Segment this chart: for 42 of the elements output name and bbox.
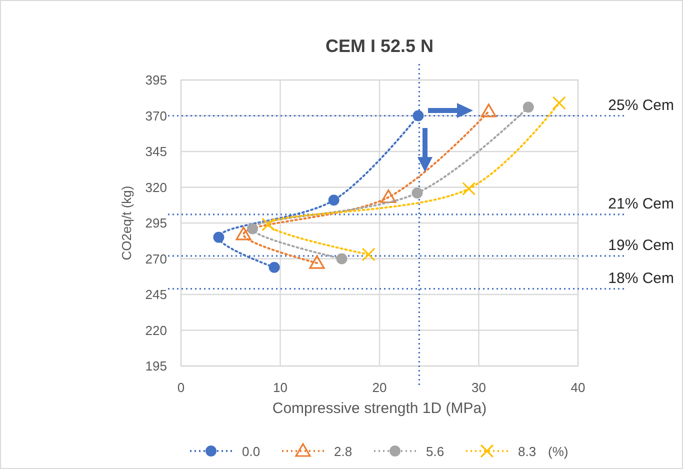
point: [412, 187, 423, 198]
x-tick-label: 10: [273, 380, 288, 395]
y-tick-label: 270: [145, 251, 167, 266]
x-tick-label: 40: [570, 380, 586, 395]
x-axis-title: Compressive strength 1D (MPa): [272, 400, 487, 417]
point: [462, 182, 476, 196]
point: [236, 226, 252, 240]
point: [268, 262, 280, 273]
point: [213, 232, 224, 243]
legend-label: 0.0: [242, 444, 260, 459]
ref-line-label: 19% Cem: [608, 236, 674, 254]
y-tick-label: 220: [145, 322, 167, 338]
chart-title: CEM I 52.5 N: [325, 36, 434, 56]
y-tick-label: 195: [145, 358, 167, 374]
point: [246, 223, 258, 234]
y-tick-label: 395: [145, 72, 167, 88]
ref-line-label: 18% Cem: [608, 270, 674, 287]
point: [336, 253, 348, 264]
point: [362, 248, 376, 262]
point: [262, 218, 276, 232]
legend-label: 5.6: [426, 444, 444, 459]
ref-line-label: 25% Cem: [608, 96, 674, 114]
point: [480, 104, 496, 118]
y-tick-label: 320: [145, 180, 167, 195]
x-tick-label: 30: [472, 380, 486, 395]
legend-title: (%): [548, 444, 568, 459]
y-axis-title: CO2eq/t (kg): [119, 186, 134, 260]
point: [309, 255, 325, 269]
point: [328, 194, 340, 206]
point: [552, 96, 566, 110]
x-tick-label: 20: [372, 380, 387, 395]
legend-label: 8.3: [518, 444, 536, 459]
y-tick-label: 345: [145, 144, 167, 159]
y-tick-label: 295: [145, 216, 167, 230]
point: [380, 189, 396, 204]
legend-label: 2.8: [334, 444, 352, 459]
point: [412, 110, 424, 122]
y-tick-label: 245: [145, 287, 167, 302]
x-tick-label: 0: [177, 380, 185, 395]
point: [522, 102, 534, 113]
ref-line-label: 21% Cem: [608, 195, 674, 212]
y-tick-label: 370: [145, 108, 167, 124]
